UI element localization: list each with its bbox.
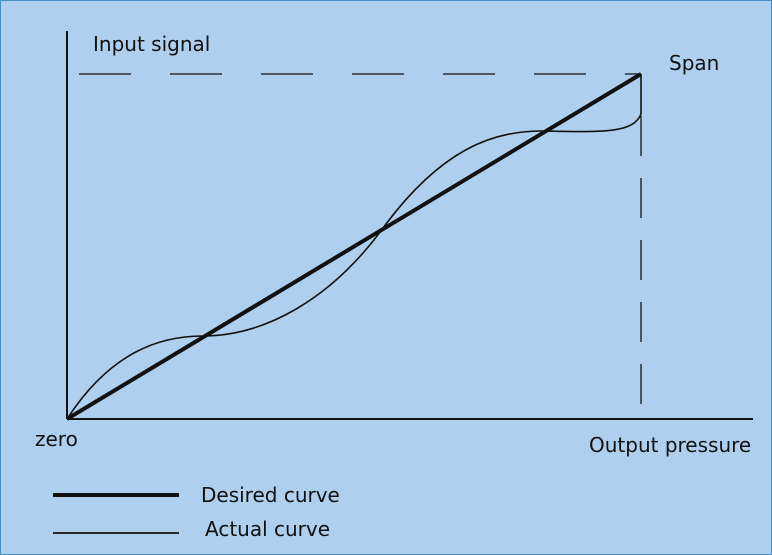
actual-curve <box>66 74 642 420</box>
legend-actual-label: Actual curve <box>205 517 331 541</box>
zero-label: zero <box>35 427 78 451</box>
desired-curve <box>65 72 643 421</box>
x-axis-label: Output pressure <box>589 433 752 457</box>
y-axis-label: Input signal <box>93 32 211 56</box>
span-label: Span <box>669 51 720 75</box>
legend-desired-label: Desired curve <box>201 483 340 507</box>
